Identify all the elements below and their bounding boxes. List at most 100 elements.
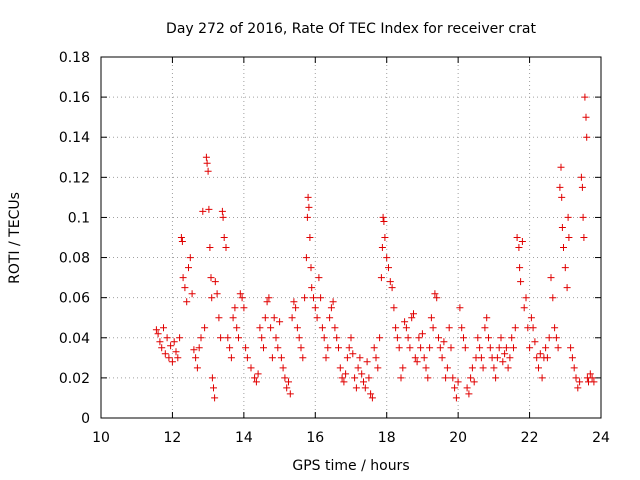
data-point <box>411 354 419 362</box>
data-point <box>256 324 264 332</box>
data-point <box>460 334 467 342</box>
y-tick-label: 0.14 <box>59 130 90 146</box>
data-point <box>588 374 596 382</box>
data-point <box>492 374 500 382</box>
data-point <box>415 334 423 342</box>
x-tick-label: 24 <box>592 430 610 446</box>
data-point <box>252 378 260 386</box>
data-point <box>381 234 389 241</box>
data-point <box>285 378 292 386</box>
data-point <box>447 344 455 352</box>
data-point <box>326 314 334 322</box>
data-point <box>206 244 214 251</box>
data-point <box>380 218 388 225</box>
data-point <box>577 173 585 181</box>
data-point <box>158 344 166 352</box>
data-point <box>399 364 407 372</box>
data-point <box>277 354 285 362</box>
data-point <box>490 364 498 372</box>
data-point <box>435 334 442 342</box>
data-point <box>208 294 216 302</box>
data-point <box>458 324 466 332</box>
data-point <box>576 378 584 386</box>
data-point <box>527 314 535 322</box>
data-point <box>274 344 282 352</box>
data-point <box>177 234 185 241</box>
data-point <box>299 354 307 362</box>
data-point <box>510 344 517 352</box>
data-point <box>276 318 284 326</box>
data-point <box>465 390 473 398</box>
data-point <box>356 354 364 362</box>
data-point <box>322 354 330 362</box>
data-point <box>568 354 576 362</box>
data-point <box>476 344 484 352</box>
data-point <box>511 324 519 332</box>
data-point <box>470 378 478 386</box>
data-point <box>301 294 309 302</box>
data-point <box>402 324 410 332</box>
data-point <box>468 364 476 372</box>
data-point <box>483 314 491 322</box>
y-tick-label: 0 <box>81 411 90 427</box>
data-point <box>486 344 494 352</box>
data-point <box>433 294 441 302</box>
data-point <box>578 183 586 191</box>
data-point <box>590 378 598 386</box>
data-point <box>156 338 164 346</box>
data-point <box>543 354 551 362</box>
data-point <box>331 324 339 332</box>
data-point <box>267 324 275 332</box>
data-point <box>378 244 386 251</box>
data-point <box>358 370 366 378</box>
data-point <box>160 324 167 332</box>
data-point <box>354 364 362 372</box>
data-point <box>561 264 569 272</box>
data-point <box>229 314 237 322</box>
data-point <box>202 153 210 161</box>
data-point <box>474 334 482 342</box>
data-point <box>352 384 360 392</box>
y-tick-label: 0.18 <box>59 50 90 66</box>
data-point <box>351 374 359 382</box>
data-point <box>376 334 384 342</box>
data-point <box>297 344 305 352</box>
y-axis-tick-labels: 0 0.02 0.04 0.06 0.08 0.1 0.12 0.14 0.16 0.18 <box>59 50 90 427</box>
data-point <box>224 334 232 342</box>
data-point <box>154 330 162 338</box>
data-point <box>581 93 589 101</box>
data-point <box>485 334 492 342</box>
data-point <box>335 344 342 352</box>
data-point <box>168 358 176 366</box>
data-point <box>219 213 227 221</box>
data-point <box>493 354 501 362</box>
data-point <box>361 384 369 392</box>
data-point <box>272 334 280 342</box>
data-point <box>292 304 300 312</box>
data-point <box>516 264 524 272</box>
data-point <box>329 298 337 306</box>
data-point <box>431 290 439 298</box>
data-point <box>372 354 380 362</box>
data-point <box>308 284 316 292</box>
data-point <box>211 278 219 286</box>
data-point <box>215 314 223 322</box>
data-point <box>582 113 590 121</box>
data-point <box>518 238 526 245</box>
data-point <box>235 334 242 342</box>
data-point <box>392 324 400 332</box>
data-point <box>538 374 546 382</box>
data-point <box>427 314 435 322</box>
data-point <box>479 364 487 372</box>
data-point <box>263 298 271 306</box>
axis-ticks <box>100 56 602 419</box>
chart-title: Day 272 of 2016, Rate Of TEC Index for r… <box>166 21 536 37</box>
data-point <box>438 354 446 362</box>
data-point <box>572 374 580 382</box>
data-point <box>163 334 171 342</box>
data-point <box>583 133 591 141</box>
data-point <box>481 324 489 332</box>
data-point <box>420 354 428 362</box>
data-point <box>161 350 169 358</box>
data-point <box>401 318 409 326</box>
